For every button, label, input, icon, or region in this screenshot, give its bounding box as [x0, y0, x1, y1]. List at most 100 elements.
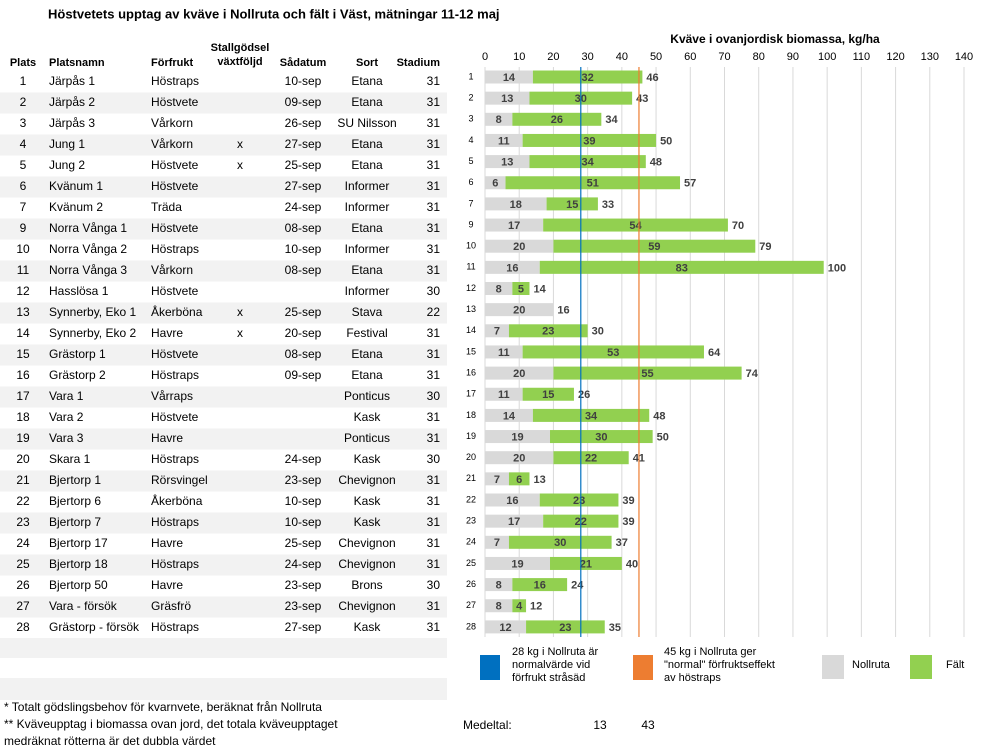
row-band — [0, 678, 447, 700]
table-cell: Höstvete — [151, 221, 199, 235]
table-cell: 08-sep — [285, 263, 322, 277]
table-header: Plats — [10, 57, 36, 69]
table-cell: Järpås 2 — [49, 95, 95, 109]
total-label: 30 — [592, 326, 604, 338]
table-cell: 26-sep — [285, 116, 322, 130]
table-cell: Järpås 3 — [49, 116, 95, 130]
bar-segment — [485, 155, 530, 169]
table-cell: Etana — [351, 158, 383, 172]
y-tick-label: 7 — [468, 198, 473, 208]
table-cell: Vara 1 — [49, 389, 84, 403]
bar-segment — [550, 556, 622, 570]
y-tick-label: 26 — [466, 579, 476, 589]
table-cell: 31 — [427, 410, 441, 424]
table-cell: Höstraps — [151, 515, 199, 529]
table-cell: 5 — [20, 158, 27, 172]
bar-segment — [539, 493, 619, 507]
y-tick-label: 10 — [466, 241, 476, 251]
table-cell: Etana — [351, 347, 383, 361]
total-label: 74 — [746, 368, 759, 380]
table-cell: Ponticus — [344, 389, 390, 403]
table-cell: Etana — [351, 221, 383, 235]
x-tick-label: 10 — [513, 51, 525, 63]
row-band — [0, 596, 447, 618]
table-cell: 27-sep — [285, 620, 322, 634]
total-label: 64 — [708, 347, 721, 359]
table-header: Sort — [356, 57, 378, 69]
bar-value-label: 11 — [498, 389, 510, 401]
table-cell: 31 — [427, 431, 441, 445]
table-cell: Grästorp 2 — [49, 368, 106, 382]
table-cell: Skara 1 — [49, 452, 91, 466]
bar-value-label: 30 — [595, 431, 607, 443]
bar-value-label: 11 — [498, 347, 510, 359]
table-cell: Etana — [351, 95, 383, 109]
table-cell: Vårkorn — [151, 116, 193, 130]
bar-value-label: 26 — [551, 114, 563, 126]
x-tick-label: 70 — [718, 51, 730, 63]
row-band — [0, 260, 447, 282]
table-cell: 25-sep — [285, 536, 322, 550]
table-cell: Bjertorp 18 — [49, 557, 108, 571]
y-tick-label: 14 — [466, 325, 476, 335]
total-label: 50 — [660, 135, 672, 147]
table-cell: Informer — [345, 200, 390, 214]
bar-segment — [485, 239, 554, 253]
bar-segment — [485, 472, 509, 486]
bar-segment — [485, 366, 554, 380]
bar-segment — [485, 387, 523, 401]
table-cell: 23-sep — [285, 599, 322, 613]
table-cell: Norra Vånga 3 — [49, 263, 127, 277]
x-tick-label: 100 — [818, 51, 836, 63]
bar-value-label: 8 — [496, 601, 502, 613]
bar-segment — [485, 599, 513, 613]
bar-value-label: 23 — [542, 326, 554, 338]
table-cell: 13 — [16, 305, 30, 319]
bar-segment — [505, 176, 681, 190]
total-label: 14 — [533, 283, 546, 295]
total-label: 35 — [609, 622, 621, 634]
table-cell: Gräsfrö — [151, 599, 191, 613]
table-cell: Havre — [151, 326, 183, 340]
bar-segment — [485, 112, 513, 126]
bar-value-label: 13 — [501, 93, 513, 105]
total-label: 12 — [530, 601, 542, 613]
bar-segment — [512, 599, 527, 613]
bar-value-label: 7 — [494, 537, 500, 549]
table-cell: 17 — [16, 389, 30, 403]
bar-segment — [485, 578, 513, 592]
x-tick-label: 20 — [547, 51, 559, 63]
table-header: Platsnamn — [49, 57, 105, 69]
bar-value-label: 6 — [492, 178, 498, 190]
total-label: 43 — [636, 93, 648, 105]
table-cell: x — [237, 326, 243, 340]
table-cell: Vara 2 — [49, 410, 84, 424]
table-cell: 31 — [427, 200, 441, 214]
table-cell: Ponticus — [344, 431, 390, 445]
table-cell: 30 — [427, 578, 441, 592]
bar-segment — [485, 282, 513, 295]
row-band — [0, 176, 447, 198]
y-tick-label: 6 — [468, 177, 473, 187]
y-tick-label: 17 — [466, 389, 476, 399]
total-label: 100 — [828, 262, 846, 274]
bar-segment — [526, 620, 605, 634]
bar-segment — [485, 345, 523, 359]
table-cell: 31 — [427, 95, 441, 109]
table-cell: 31 — [427, 326, 441, 340]
bar-value-label: 8 — [496, 580, 502, 592]
total-label: 50 — [657, 431, 669, 443]
total-label: 13 — [533, 474, 545, 486]
table-cell: Jung 2 — [49, 158, 85, 172]
table-cell: 23-sep — [285, 473, 322, 487]
table-cell: Höstvete — [151, 347, 199, 361]
y-tick-label: 15 — [466, 346, 476, 356]
table-cell: 21 — [16, 473, 30, 487]
table-cell: 25-sep — [285, 158, 322, 172]
table-cell: 30 — [427, 284, 441, 298]
table-cell: 10-sep — [285, 494, 322, 508]
bar-value-label: 17 — [508, 220, 520, 232]
table-cell: 31 — [427, 221, 441, 235]
table-cell: Höstraps — [151, 368, 199, 382]
table-cell: 30 — [427, 452, 441, 466]
